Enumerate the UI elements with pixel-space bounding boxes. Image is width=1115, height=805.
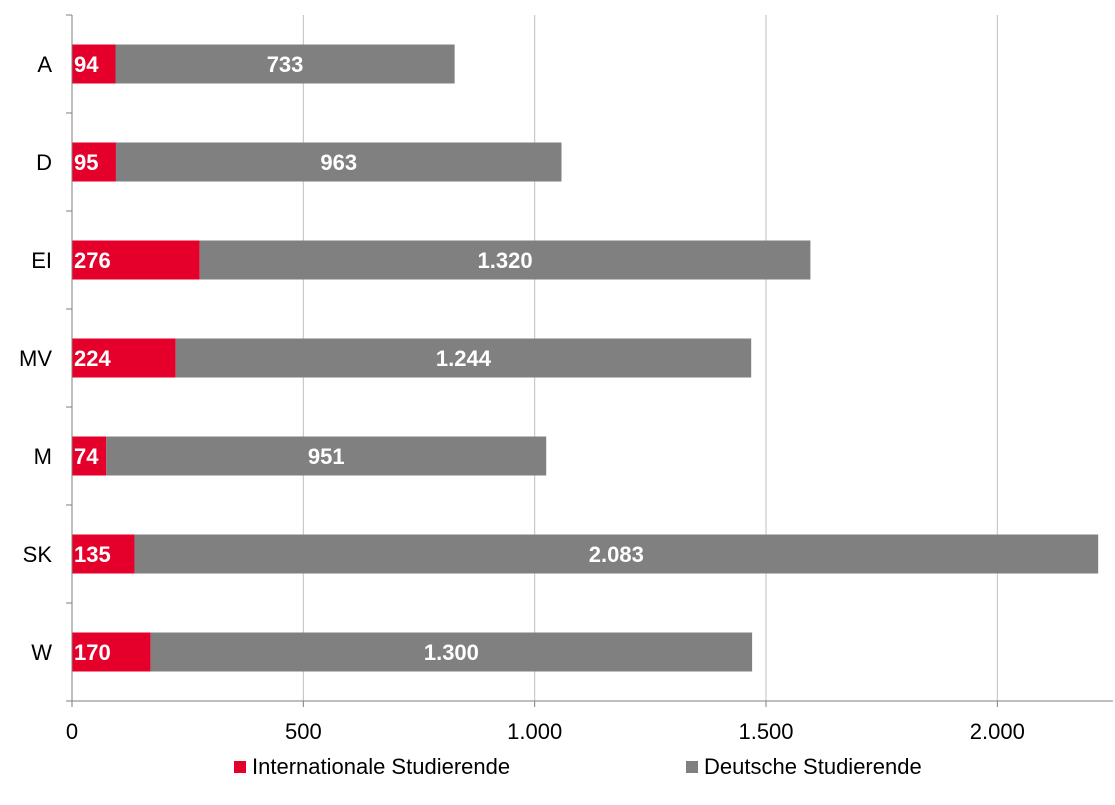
bar-international-w [72, 632, 151, 672]
x-tick-label: 500 [285, 719, 322, 744]
data-label: 74 [74, 444, 99, 469]
bar-international-d [72, 142, 116, 182]
data-label: 224 [74, 346, 111, 371]
data-label: 2.083 [589, 542, 644, 567]
x-tick-label: 2.000 [970, 719, 1025, 744]
data-label: 951 [308, 444, 345, 469]
data-label: 276 [74, 248, 111, 273]
y-tick-label: A [37, 52, 52, 77]
data-label: 170 [74, 640, 111, 665]
bar-german-ei [199, 240, 811, 280]
bar-international-mv [72, 338, 176, 378]
legend-item-german: Deutsche Studierende [686, 752, 922, 782]
axes: A D EI MV M SK W 0 500 1.000 1.500 2.000 [19, 14, 1113, 744]
bar-german-m [106, 436, 547, 476]
bar-international-sk [72, 534, 135, 574]
data-label: 1.300 [424, 640, 479, 665]
y-tick-label: SK [23, 542, 53, 567]
y-tick-label: M [34, 444, 52, 469]
data-label: 963 [320, 150, 357, 175]
legend-swatch-international [234, 761, 246, 773]
data-label: 135 [74, 542, 111, 567]
data-label: 1.320 [478, 248, 533, 273]
legend-label-international: Internationale Studierende [252, 754, 511, 779]
legend-label-german: Deutsche Studierende [704, 754, 922, 779]
y-tick-label: MV [19, 346, 52, 371]
y-tick-label: W [31, 640, 52, 665]
stacked-bar-chart: 94 733 95 963 276 1.320 224 1.244 74 951 135 2.083 1… [19, 14, 1113, 744]
bar-german-mv [175, 338, 752, 378]
bars: 94 733 95 963 276 1.320 224 1.244 74 951 135 2.083 1… [72, 44, 1099, 672]
bar-international-ei [72, 240, 200, 280]
bar-german-sk [134, 534, 1099, 574]
legend-item-international: Internationale Studierende [234, 752, 510, 782]
bar-german-d [115, 142, 562, 182]
bar-german-a [115, 44, 455, 84]
bar-international-m [72, 436, 107, 476]
legend-swatch-german [686, 761, 698, 773]
legend: Internationale Studierende Deutsche Stud… [0, 752, 1115, 792]
x-tick-label: 1.500 [738, 719, 793, 744]
data-label: 733 [267, 52, 304, 77]
data-label: 94 [74, 52, 99, 77]
y-tick-label: EI [31, 248, 52, 273]
bar-international-a [72, 44, 116, 84]
x-tick-label: 0 [66, 719, 78, 744]
data-label: 95 [74, 150, 98, 175]
x-tick-label: 1.000 [507, 719, 562, 744]
data-label: 1.244 [436, 346, 492, 371]
bar-german-w [150, 632, 753, 672]
y-tick-label: D [36, 150, 52, 175]
